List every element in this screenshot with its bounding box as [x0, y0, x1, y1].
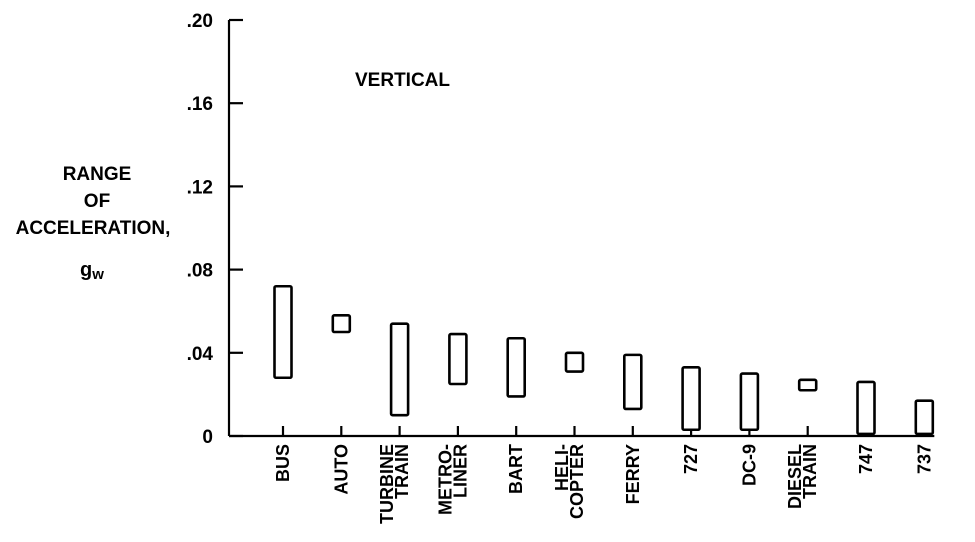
range-bar	[273, 284, 293, 380]
range-bar	[331, 314, 352, 334]
category-label: BUS	[273, 444, 293, 482]
range-bar	[448, 332, 468, 386]
y-axis-title-line-1: RANGE	[63, 164, 132, 185]
category-label: 747	[856, 444, 876, 474]
y-tick-label: .04	[187, 344, 214, 365]
y-tick-label: 0	[202, 427, 213, 448]
y-tick-label: .08	[187, 261, 213, 282]
category-label: 727	[681, 444, 701, 474]
y-tick-label: .16	[187, 94, 213, 115]
range-bar	[856, 380, 876, 436]
category-label: DIESEL	[785, 444, 805, 509]
range-bar	[506, 336, 527, 398]
category-label: BART	[506, 444, 526, 494]
range-bar	[564, 351, 585, 373]
range-bar	[681, 366, 701, 432]
x-axis	[229, 426, 935, 438]
y-tick-label: .12	[187, 177, 213, 198]
y-tick-label: .20	[187, 11, 213, 32]
range-bar	[622, 353, 643, 411]
category-label: LINER	[450, 444, 470, 498]
range-bar	[797, 378, 818, 392]
y-axis-title-unit: gw	[80, 259, 104, 283]
category-label: DC-9	[739, 444, 759, 486]
chart-annotation: VERTICAL	[355, 70, 450, 91]
category-label: 737	[914, 444, 934, 474]
range-bar	[914, 399, 935, 436]
category-label: METRO-	[435, 444, 455, 515]
y-axis-title: RANGE OF ACCELERATION, gw	[16, 164, 171, 283]
y-axis-unit-subscript: w	[91, 266, 104, 283]
y-axis: 0 .04 .08 .12 .16 .20	[187, 11, 243, 448]
category-label: HELI-	[552, 444, 572, 491]
y-axis-unit: g	[80, 259, 92, 281]
category-label: TRAIN	[392, 444, 412, 499]
range-bar	[389, 322, 410, 417]
range-bars	[273, 284, 935, 436]
category-label: TURBINE	[377, 444, 397, 524]
category-label: AUTO	[331, 444, 351, 495]
y-axis-title-line-2: OF	[84, 191, 110, 212]
range-bar	[739, 372, 760, 432]
category-label: COPTER	[567, 444, 587, 519]
category-label: TRAIN	[800, 444, 820, 499]
y-axis-title-line-3: ACCELERATION,	[16, 218, 171, 239]
category-label: FERRY	[623, 444, 643, 504]
